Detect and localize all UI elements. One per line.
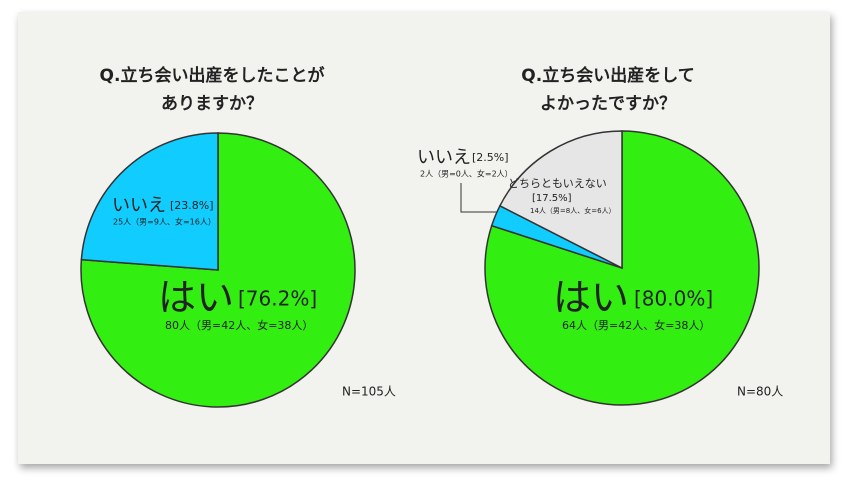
- chart-title: Q.立ち会い出産をしたことが: [100, 65, 325, 86]
- slice-label: いいえ: [112, 195, 166, 216]
- slice-detail: 64人（男=42人、女=38人）: [562, 318, 710, 332]
- leader-line: [460, 183, 500, 213]
- pie-slice: [498, 130, 623, 270]
- pie-slice: [80, 132, 219, 271]
- value-label: [2.5%]: [472, 151, 509, 164]
- slice-label: どちらともいえない: [508, 177, 607, 190]
- sample-size: N=105人: [342, 385, 396, 399]
- slice-detail: 2人（男=0人、女=2人）: [420, 169, 513, 179]
- sample-size: N=80人: [737, 385, 783, 399]
- value-label: [17.5%]: [532, 193, 572, 204]
- slice-label: いいえ: [417, 147, 471, 168]
- slice-label: はい: [553, 276, 629, 320]
- slice-detail: 14人（男=8人、女=6人）: [530, 206, 616, 215]
- slice-label: はい: [158, 276, 234, 320]
- pie-slice: [80, 132, 356, 408]
- chart-title: ありますか？: [161, 94, 263, 114]
- value-label: [76.2%]: [238, 287, 317, 311]
- value-label: [23.8%]: [170, 199, 214, 212]
- value-label: [80.0%]: [634, 287, 713, 311]
- chart-title: よかったですか？: [540, 94, 676, 114]
- slice-detail: 25人（男=9人、女=16人）: [113, 217, 216, 227]
- slice-detail: 80人（男=42人、女=38人）: [165, 318, 313, 332]
- chart-title: Q.立ち会い出産をして: [521, 65, 694, 86]
